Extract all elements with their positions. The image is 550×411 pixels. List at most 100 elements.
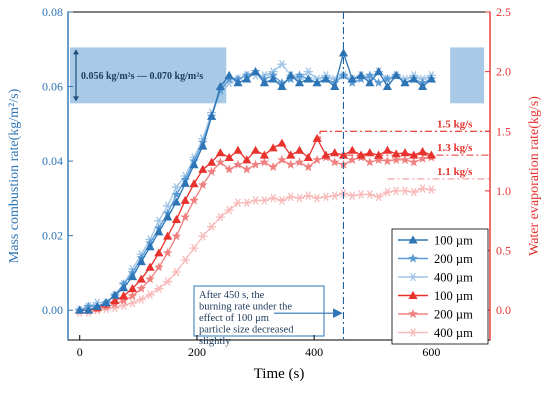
legend-label: 200 µm <box>434 252 473 266</box>
series-1-point <box>286 70 296 79</box>
series-1-point <box>365 78 375 87</box>
series-5-point <box>294 157 305 167</box>
series-6-point <box>303 191 313 200</box>
series-1-point <box>426 74 436 83</box>
series-5-point <box>417 153 428 163</box>
series-1-point <box>206 111 217 120</box>
series-4-point <box>189 179 199 188</box>
band-rect-right <box>450 47 485 104</box>
series-4-point <box>417 146 428 155</box>
series-4-point <box>356 150 366 159</box>
series-5-point <box>409 157 419 167</box>
series-1-point <box>145 242 155 251</box>
series-1-point <box>83 305 94 314</box>
series-6-point <box>312 193 322 203</box>
series-5-point <box>329 157 340 167</box>
series-4-point <box>312 133 322 142</box>
series-4-point <box>154 248 164 257</box>
band-label: 0.056 kg/m²s — 0.070 kg/m²s <box>81 71 203 82</box>
series-1-point <box>417 81 428 90</box>
series-6-point <box>198 231 208 241</box>
series-6-point <box>171 267 182 277</box>
series-6-point <box>180 255 190 265</box>
series-6-point <box>250 196 261 205</box>
legend-label: 100 µm <box>434 289 473 303</box>
series-5-point <box>400 154 410 164</box>
series-6-point <box>233 198 243 208</box>
series-4-point <box>286 150 296 159</box>
legend-label: 200 µm <box>434 308 473 322</box>
series-6-point <box>259 196 269 205</box>
series-1-point <box>259 78 269 87</box>
note-line: slightly <box>199 336 231 347</box>
series-5-point <box>136 283 147 293</box>
series-1-point <box>294 78 305 87</box>
series-4-point <box>110 296 120 305</box>
series-6-point <box>224 205 234 215</box>
band-layer: 0.056 kg/m²s — 0.070 kg/m²s <box>70 47 485 104</box>
series-4-point <box>127 284 138 293</box>
series-1-point <box>224 70 234 79</box>
series-5-point <box>312 154 322 164</box>
level-label: 1.5 kg/s <box>437 118 473 130</box>
band-rect-left <box>70 47 227 104</box>
series-4-point <box>119 291 129 300</box>
series-5-point <box>347 154 358 164</box>
series-1-point <box>215 81 225 90</box>
series-6-point <box>207 222 217 231</box>
legend-entry: 400 µm <box>398 326 473 340</box>
legend-label: 400 µm <box>434 326 473 340</box>
series-4-point <box>215 148 225 157</box>
y-left-tick-label: 0.08 <box>42 5 63 19</box>
series-6-point <box>242 198 252 208</box>
y-right-tick-label: 1.0 <box>496 184 511 198</box>
series-5-point <box>145 274 155 284</box>
series-1-point <box>136 257 146 266</box>
x-tick-label: 600 <box>422 345 440 359</box>
series-5-point <box>391 154 401 164</box>
x-axis-label: Time (s) <box>254 366 305 382</box>
y-left-tick-label: 0.00 <box>42 303 63 317</box>
series-1-point <box>198 141 208 150</box>
series-6-point <box>400 186 410 196</box>
annotation-layer: 1.5 kg/s 1.3 kg/s 1.1 kg/s After 450 s, the… <box>193 12 490 347</box>
series-6-point <box>189 243 199 253</box>
series-5-point <box>180 212 190 222</box>
note-line: burning rate under the <box>199 302 292 313</box>
series-6-point <box>426 185 436 195</box>
series-4-point <box>206 157 217 166</box>
series-5-point <box>189 195 199 205</box>
y-right-tick-label: 2.5 <box>496 5 511 19</box>
series-5-point <box>224 164 234 174</box>
series-3-point <box>277 59 287 69</box>
series-1-point <box>154 227 164 236</box>
series-1-point <box>347 74 357 83</box>
series-6-point <box>294 193 305 203</box>
series-4-point <box>224 152 234 161</box>
y-left-tick-label: 0.04 <box>42 154 63 168</box>
legend-box <box>391 228 489 345</box>
series-4-point <box>400 148 410 157</box>
series-5-point <box>171 231 182 241</box>
level-label: 1.3 kg/s <box>437 142 473 154</box>
series-4-point <box>321 150 331 159</box>
series-6-point <box>356 190 366 199</box>
series-6-point <box>277 196 287 205</box>
series-5-point <box>285 159 296 169</box>
legend-marker <box>408 272 418 282</box>
series-6-point <box>391 186 401 196</box>
y-left-tick-label: 0.06 <box>42 80 63 94</box>
x-tick-label: 0 <box>77 345 83 359</box>
series-5-point <box>242 164 252 174</box>
note-box <box>193 285 325 337</box>
band-arrow-head-top <box>73 49 79 55</box>
series-1-point <box>312 78 322 87</box>
series-3-point <box>303 67 313 76</box>
series-5-point <box>303 162 314 172</box>
x-tick-label: 400 <box>305 345 323 359</box>
series-5-point <box>162 247 173 257</box>
y-right-tick-label: 0.0 <box>496 303 511 317</box>
series-6-point <box>127 298 138 308</box>
series-2-point <box>382 74 393 84</box>
